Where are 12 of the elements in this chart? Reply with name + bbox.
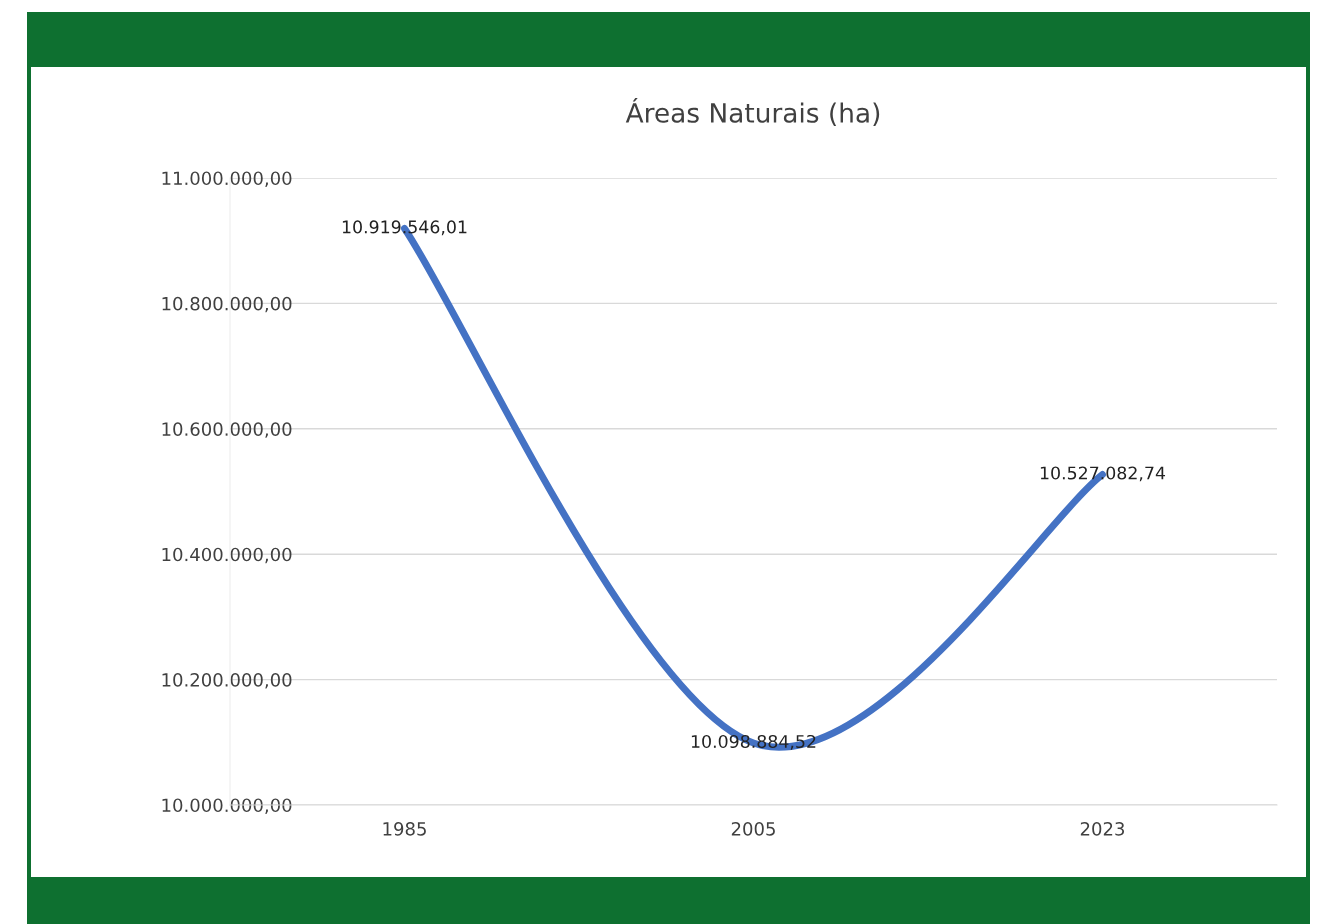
- y-tick-label: 10.400.000,00: [162, 547, 292, 564]
- y-tick-label: 10.200.000,00: [162, 673, 292, 689]
- y-tick-label: 10.600.000,00: [162, 422, 292, 438]
- y-tick-label: 10.000.000,00: [162, 798, 292, 814]
- y-tick-label: 11.000.000,00: [162, 171, 292, 187]
- y-tick-label: 10.800.000,00: [162, 296, 292, 313]
- x-tick-label: 2023: [1080, 821, 1125, 836]
- data-label: 10.527.082,74: [1040, 466, 1166, 482]
- x-tick-label: 2005: [731, 821, 775, 836]
- data-label: 10.919.546,01: [342, 220, 467, 236]
- x-tick-label: 1985: [383, 821, 426, 836]
- chart-title: Áreas Naturais (ha): [625, 98, 880, 126]
